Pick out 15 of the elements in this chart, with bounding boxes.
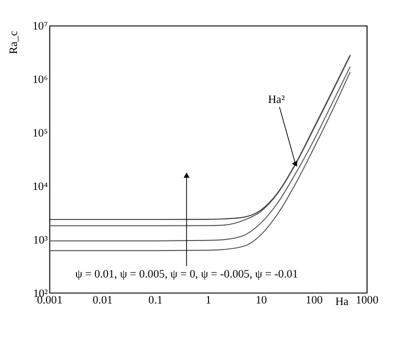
annotation: Ha² xyxy=(268,94,286,106)
y-axis-title: Ra_c xyxy=(8,30,20,54)
x-tick-label: 100 xyxy=(306,294,324,306)
x-axis-title: Ha xyxy=(335,296,349,308)
y-tick-label: 10³ xyxy=(33,234,48,246)
y-tick-label: 10⁵ xyxy=(32,128,48,140)
x-tick-label: 10 xyxy=(256,294,268,306)
x-tick-label: 1 xyxy=(206,294,212,306)
y-tick-label: 10⁴ xyxy=(32,181,48,193)
y-tick-label: 10⁶ xyxy=(32,74,48,86)
x-tick-label: 0.01 xyxy=(92,294,113,306)
annotation: ψ = 0.01, ψ = 0.005, ψ = 0, ψ = -0.005, ψ = -0.01 xyxy=(75,268,298,280)
x-tick-label: 0.1 xyxy=(148,294,163,306)
y-tick-label: 10⁷ xyxy=(32,20,48,33)
x-tick-label: 1000 xyxy=(356,294,379,306)
